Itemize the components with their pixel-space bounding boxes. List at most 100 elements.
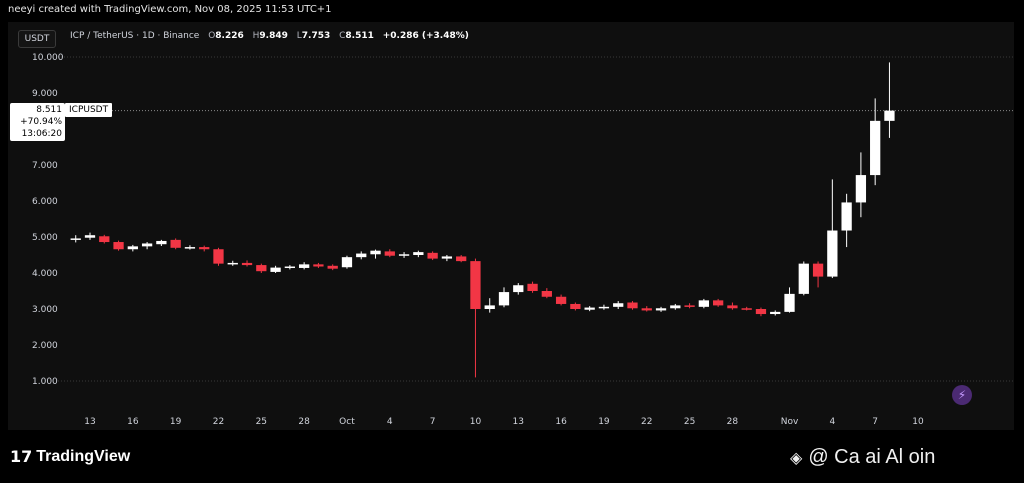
x-tick-label: Nov [781,417,799,427]
y-tick-label: 1.000 [32,377,58,387]
chart-panel[interactable]: 10.0009.0008.0007.0006.0005.0004.0003.00… [8,22,1014,430]
candle-body [741,308,752,310]
candle-body [855,175,867,203]
x-tick-label: 28 [727,417,739,427]
x-tick-label: 22 [213,417,224,427]
candle-body [684,305,695,307]
candle-body [641,308,652,311]
candle-body [184,247,196,249]
candle-body [156,240,167,245]
candle-body [470,261,481,309]
candle-body [827,230,838,277]
candle-body [613,303,624,307]
tradingview-logo-mark: 17 [10,447,33,466]
candle-body [441,256,453,259]
bar-countdown: 13:06:20 [21,129,62,139]
x-tick-label: 25 [684,417,695,427]
x-tick-label: 16 [555,417,567,427]
x-tick-label: 19 [598,417,610,427]
candle-body [213,249,224,264]
candle-body [127,246,138,250]
candle-body [99,236,110,243]
x-tick-label: Oct [339,417,355,427]
lightning-icon[interactable]: ⚡ [952,385,972,405]
diamond-logo-icon: ◈ [790,449,803,467]
y-tick-label: 6.000 [32,197,58,207]
candle-body [513,285,524,293]
x-tick-label: 13 [513,417,524,427]
candle-body [427,252,438,259]
y-tick-label: 7.000 [32,161,58,171]
candle-body [670,305,681,309]
y-tick-label: 5.000 [32,233,58,243]
candle-body [727,305,738,309]
candle-body [770,311,781,315]
x-tick-label: 7 [430,417,436,427]
y-tick-label: 2.000 [32,341,58,351]
x-tick-label: 7 [872,417,878,427]
candle-body [527,283,538,291]
candle-body [241,262,253,266]
candle-body [398,254,410,256]
last-price-change-pct: +70.94% [20,117,62,127]
y-tick-label: 10.000 [32,53,64,63]
candle-body [113,242,124,250]
candle-body [356,253,367,258]
candle-body [812,263,824,277]
x-tick-label: 13 [84,417,95,427]
tradingview-logo-text: TradingView [36,447,131,465]
candle-body [456,256,467,262]
tradingview-logo: 17 TradingView [10,447,130,466]
candle-body [698,300,710,307]
candle-body [84,235,96,238]
candle-body [227,262,238,265]
candle-body [798,263,809,294]
change-value: +0.286 (+3.48%) [382,31,469,41]
y-tick-label: 9.000 [32,89,58,99]
candle-body [570,303,581,309]
candle-body [784,293,795,312]
low-value: 7.753 [301,31,331,41]
y-tick-label: 3.000 [32,305,58,315]
candle-body [270,267,281,272]
candle-body [327,265,338,269]
candle-body [884,110,895,121]
x-tick-label: 16 [127,417,139,427]
candle-body [141,243,153,247]
low-label: L [296,31,302,41]
candle-body [284,266,296,269]
candle-body [370,250,381,255]
candle-body [484,305,495,309]
candle-body [712,300,724,306]
candle-body [256,265,267,272]
candle-body [755,309,767,315]
x-tick-label: 10 [912,417,924,427]
x-tick-label: 22 [641,417,652,427]
candle-body [870,120,881,176]
symbol-tag: ICPUSDT [65,103,113,117]
currency-button[interactable]: USDT [18,30,56,48]
candle-body [841,202,852,231]
candle-body [498,292,510,306]
candle-body [541,291,552,297]
candle-body [341,257,353,268]
x-tick-label: 4 [829,417,835,427]
x-tick-label: 10 [470,417,482,427]
watermark: ◈ @ Ca ai Al oin [790,446,935,469]
y-tick-label: 4.000 [32,269,58,279]
candle-body [598,306,610,309]
high-label: H [252,31,260,41]
candle-body [170,239,181,248]
last-price-label: 8.511 +70.94% 13:06:20 [10,103,65,141]
symbol-description[interactable]: ICP / TetherUS · 1D · Binance [70,31,200,41]
candle-body [384,251,395,256]
close-value: 8.511 [345,31,374,41]
candlestick-chart[interactable]: 10.0009.0008.0007.0006.0005.0004.0003.00… [8,22,1014,430]
candle-body [199,247,210,250]
last-price-value: 8.511 [36,105,62,115]
close-label: C [339,31,346,41]
candle-body [555,296,567,304]
x-tick-label: 25 [256,417,267,427]
watermark-text: @ Ca ai Al oin [808,446,936,468]
